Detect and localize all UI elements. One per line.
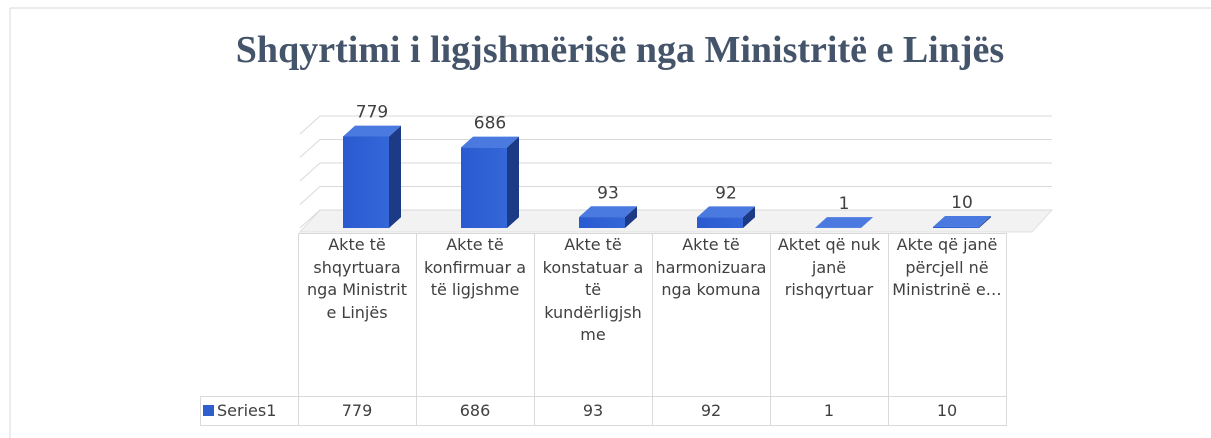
bar xyxy=(933,226,979,228)
data-label: 1 xyxy=(839,194,850,214)
category-label: Akte të konstatuar a të kundërligjshme xyxy=(533,233,653,397)
legend-entry: Series1 xyxy=(200,396,299,426)
grid-line xyxy=(299,209,1052,229)
blank xyxy=(201,234,299,397)
table-value: 10 xyxy=(887,396,1007,426)
data-label: 686 xyxy=(474,114,506,134)
bar xyxy=(343,136,389,228)
legend-swatch xyxy=(203,404,214,416)
bar-side xyxy=(389,125,401,228)
bar-top xyxy=(579,206,637,218)
data-label: 10 xyxy=(951,193,973,213)
grid-line xyxy=(299,115,1052,135)
bar-side xyxy=(861,217,873,228)
table-value: 1 xyxy=(769,396,889,426)
bar-side xyxy=(743,206,755,228)
legend-label: Series1 xyxy=(217,400,277,420)
table-value: 686 xyxy=(415,396,535,426)
data-table: Akte të shqyrtuara nga Ministrit e Linjë… xyxy=(200,233,1007,426)
table-value: 93 xyxy=(533,396,653,426)
bar xyxy=(579,217,625,228)
floor xyxy=(298,209,1054,233)
category-label: Akte të shqyrtuara nga Ministrit e Linjë… xyxy=(297,233,417,397)
category-label: Aktet që nuk janë rishqyrtuar xyxy=(769,233,889,397)
bar-side xyxy=(507,136,519,228)
bar-top xyxy=(815,217,873,228)
grid-line xyxy=(299,162,1052,182)
bar-side xyxy=(979,216,991,228)
table-value: 92 xyxy=(651,396,771,426)
data-label: 92 xyxy=(715,183,737,203)
bar-top xyxy=(343,125,401,137)
data-label: 93 xyxy=(597,183,619,203)
grid-line xyxy=(299,186,1052,205)
data-label: 779 xyxy=(356,103,388,123)
bar-side xyxy=(625,206,637,228)
grid-line xyxy=(299,139,1052,158)
category-label: Akte të konfirmuar a të ligjshme xyxy=(415,233,535,397)
category-label: Akte që janë përcjell në Ministrinë e… xyxy=(887,233,1007,397)
bar-top xyxy=(933,216,991,227)
bar-top xyxy=(697,206,755,218)
bar-top xyxy=(461,136,519,148)
bar xyxy=(697,217,743,228)
chart-title: Shqyrtimi i ligjshmërisë nga Ministritë … xyxy=(236,29,1004,71)
bar xyxy=(461,147,507,228)
category-label: Akte të harmonizuara nga komuna xyxy=(651,233,771,397)
table-value: 779 xyxy=(297,396,417,426)
